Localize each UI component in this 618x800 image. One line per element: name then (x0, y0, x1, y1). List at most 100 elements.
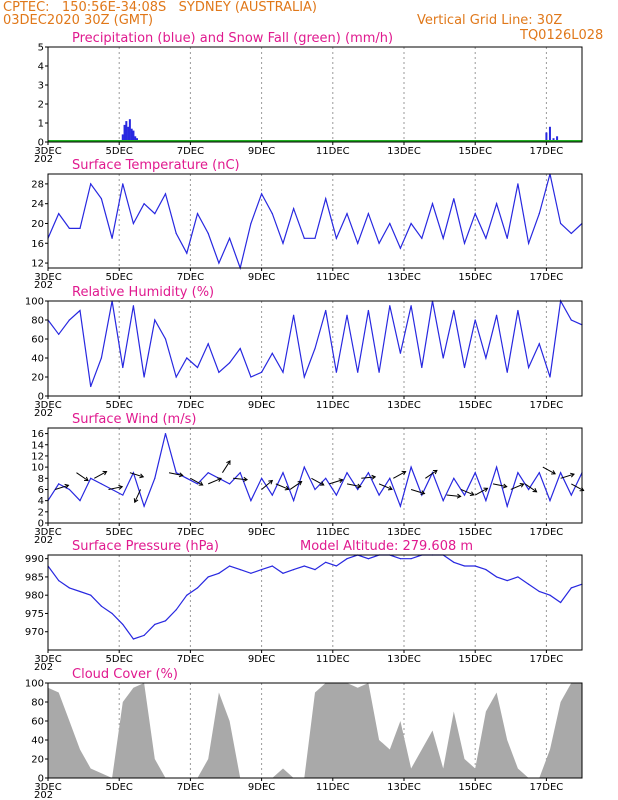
y-tick-label: 980 (25, 591, 44, 602)
x-tick-label: 5DEC (106, 272, 133, 283)
wind-arrow-head (118, 484, 124, 490)
data-point (207, 576, 209, 578)
data-point (517, 309, 519, 312)
data-point (463, 366, 466, 369)
wind-arrow-head (519, 482, 525, 488)
x-tick-label: 11DEC (316, 527, 350, 538)
data-point (378, 494, 380, 496)
x-tick-label: 15DEC (458, 272, 492, 283)
wind-arrow-head (456, 493, 462, 499)
wind-arrow-head (198, 481, 204, 486)
data-point (207, 232, 209, 234)
x-year-label: 202 (34, 408, 53, 419)
data-point (528, 366, 530, 369)
x-year-label: 202 (34, 280, 53, 291)
data-point (90, 385, 92, 388)
wind-arrow (311, 477, 324, 486)
data-point (506, 371, 508, 373)
data-point (485, 569, 487, 571)
data-point (68, 587, 70, 589)
data-point (90, 594, 92, 596)
data-point (335, 237, 337, 239)
wind-arrow-head (217, 477, 222, 482)
x-tick-label: 5DEC (106, 527, 133, 538)
x-tick-label: 5DEC (106, 782, 133, 793)
header-datetime: 03DEC2020 30Z (GMT) (3, 13, 154, 28)
data-point (58, 483, 60, 485)
wind-arrow (492, 483, 507, 488)
data-point (143, 505, 145, 507)
data-point (538, 472, 540, 474)
wind-arrow (425, 469, 438, 479)
data-point (442, 500, 444, 502)
x-tick-label: 13DEC (387, 654, 421, 665)
wind-arrow-head (469, 491, 475, 496)
x-tick-label: 7DEC (177, 146, 204, 157)
data-point (560, 472, 562, 474)
x-tick-label: 3DEC (34, 272, 61, 283)
x-tick-label: 15DEC (458, 146, 492, 157)
data-point (453, 477, 455, 479)
wind-arrow (542, 466, 556, 475)
y-tick-label: 80 (31, 698, 44, 709)
precip-bar (134, 136, 137, 142)
y-tick-label: 80 (31, 316, 44, 327)
data-point (528, 242, 530, 244)
data-point (399, 505, 402, 507)
x-year-label: 202 (34, 154, 53, 165)
wind-arrow-head (133, 498, 139, 504)
wind-arrow-head (319, 481, 325, 486)
data-point (495, 203, 498, 205)
wind-arrow (571, 483, 584, 492)
wind-arrow (108, 486, 123, 490)
cloud-area (48, 683, 582, 778)
data-point (111, 237, 113, 239)
data-point (410, 558, 412, 560)
data-point (111, 612, 113, 615)
data-point (186, 477, 188, 479)
data-point (314, 347, 316, 350)
wind-arrow (446, 494, 461, 497)
x-tick-label: 9DEC (248, 782, 275, 793)
data-point (164, 193, 167, 195)
data-point (389, 305, 391, 307)
data-point (122, 366, 124, 369)
data-point (367, 212, 369, 215)
data-point (90, 183, 92, 185)
data-point (186, 594, 188, 596)
precip-bar (130, 128, 133, 142)
wind-arrow-head (284, 485, 290, 491)
data-point (517, 183, 519, 185)
data-point (485, 237, 487, 239)
data-point (282, 472, 284, 474)
data-point (314, 488, 316, 491)
y-tick-label: 4 (38, 496, 44, 507)
data-point (399, 352, 402, 354)
y-tick-label: 20 (31, 373, 44, 384)
wind-arrow-head (401, 470, 407, 476)
data-point (570, 319, 572, 321)
y-tick-label: 2 (38, 507, 44, 518)
x-tick-label: 3DEC (34, 146, 61, 157)
precip-bar (125, 121, 128, 142)
wind-arrow (261, 480, 273, 490)
y-tick-label: 6 (38, 485, 44, 496)
data-point (560, 601, 562, 604)
wind-arrow (289, 481, 302, 490)
data-point (164, 338, 167, 340)
wind-arrow (378, 483, 393, 490)
data-point (570, 232, 572, 234)
data-point (474, 212, 476, 215)
precip-bar (121, 134, 124, 142)
data-point (453, 198, 455, 200)
data-point (495, 466, 498, 468)
wind-arrow (168, 472, 183, 476)
x-tick-label: 17DEC (530, 527, 564, 538)
data-point (100, 605, 102, 607)
data-point (261, 371, 263, 373)
series-line (47, 554, 583, 640)
data-point (431, 203, 434, 205)
x-tick-label: 17DEC (530, 272, 564, 283)
y-tick-label: 8 (38, 474, 44, 485)
data-point (58, 579, 60, 582)
